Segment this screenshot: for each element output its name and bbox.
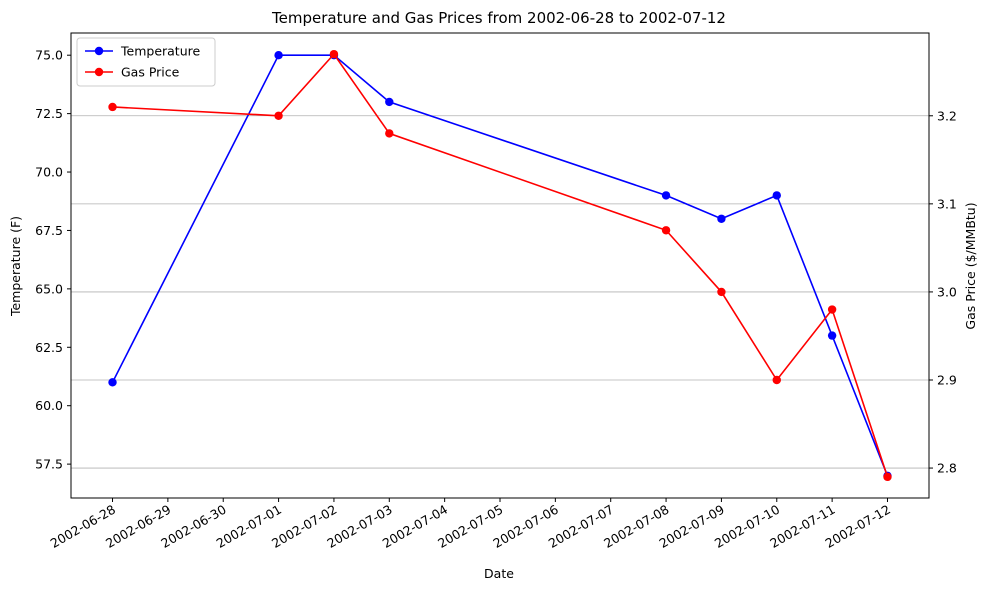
y-left-tick-label: 57.5 <box>35 457 63 472</box>
y-left-tick-label: 72.5 <box>35 106 63 121</box>
data-point <box>274 51 283 60</box>
series-line <box>111 54 889 477</box>
plot-frame <box>70 32 930 499</box>
data-point <box>827 331 837 340</box>
y-left-tick-label: 67.5 <box>35 223 63 238</box>
y-right-tick-label: 3.2 <box>937 108 957 123</box>
data-point <box>883 472 892 482</box>
legend-label: Gas Price <box>121 65 180 80</box>
data-point <box>108 378 117 387</box>
data-point <box>329 49 339 59</box>
data-point <box>385 97 394 107</box>
data-point <box>827 305 837 314</box>
data-point <box>772 191 781 200</box>
x-axis: 2002-06-282002-06-292002-06-302002-07-01… <box>48 498 893 551</box>
data-point <box>717 214 726 223</box>
y-right-tick-label: 2.8 <box>937 461 957 476</box>
y-right-axis: 2.8 2.9 3.0 3.1 3.2 <box>929 108 957 476</box>
y-right-tick-label: 3.1 <box>937 196 957 211</box>
y-left-tick-label: 60.0 <box>35 398 63 413</box>
data-point <box>274 111 283 120</box>
series-layer <box>108 49 892 482</box>
data-point <box>385 129 394 138</box>
y-right-tick-label: 2.9 <box>937 372 957 387</box>
grid <box>71 115 929 469</box>
data-point <box>772 375 781 385</box>
x-axis-label: Date <box>484 566 514 581</box>
y-left-axis: 57.5 60.0 62.5 65.0 67.5 70.0 72.5 75.0 <box>35 48 71 472</box>
data-point <box>661 191 671 200</box>
legend-label: Temperature <box>120 44 200 59</box>
y-left-tick-label: 65.0 <box>35 281 63 296</box>
chart-title: Temperature and Gas Prices from 2002-06-… <box>271 9 726 27</box>
data-point <box>717 287 726 297</box>
legend-marker <box>94 46 104 56</box>
data-point <box>108 102 117 112</box>
series-line <box>112 52 889 478</box>
y-right-tick-label: 3.0 <box>937 284 957 299</box>
legend-marker <box>94 67 104 77</box>
y-left-tick-label: 70.0 <box>35 165 63 180</box>
y-left-tick-label: 62.5 <box>35 340 63 355</box>
y-left-axis-label: Temperature (F) <box>8 216 23 317</box>
legend: Temperature Gas Price <box>76 37 216 87</box>
legend-frame <box>76 37 216 87</box>
y-left-tick-label: 75.0 <box>35 48 63 63</box>
data-point <box>661 226 671 235</box>
y-right-axis-label: Gas Price ($/MMBtu) <box>963 202 978 329</box>
